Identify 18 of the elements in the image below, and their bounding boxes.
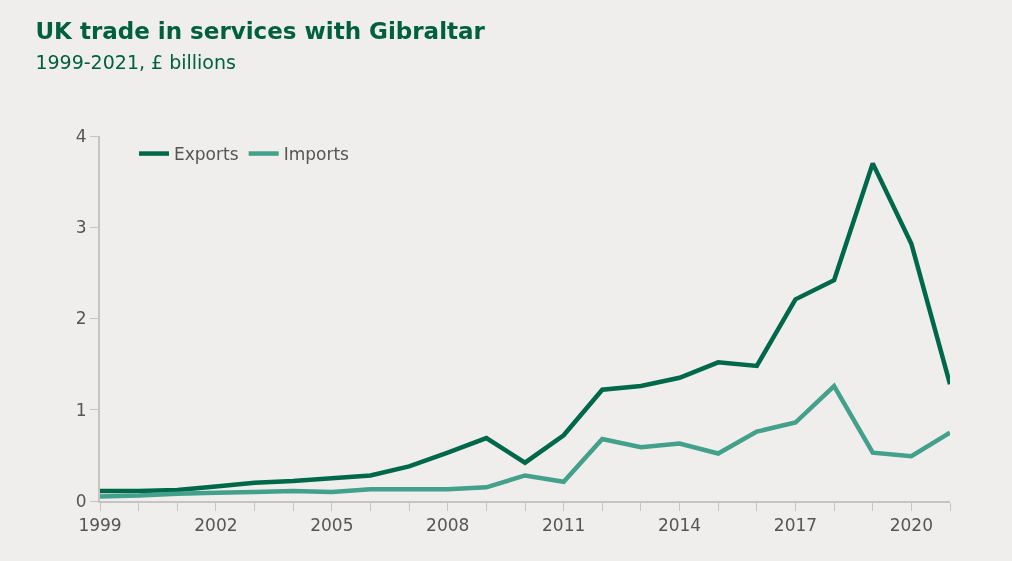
y-tick-label: 0	[75, 490, 87, 511]
y-tick-label: 4	[75, 125, 87, 146]
x-tick-label: 2014	[657, 515, 702, 536]
chart-subtitle: 1999-2021, £ billions	[35, 51, 236, 74]
y-tick-label: 1	[75, 399, 87, 420]
x-tick-label: 2002	[194, 515, 238, 536]
legend-label: Exports	[174, 144, 239, 165]
x-tick-label: 1999	[78, 515, 122, 536]
legend-label: Imports	[283, 144, 350, 165]
x-tick-label: 2008	[426, 515, 470, 536]
x-tick-label: 2005	[310, 515, 354, 536]
x-tick-label: 2017	[773, 515, 818, 536]
x-tick-label: 2020	[889, 515, 933, 536]
y-tick-label: 2	[75, 308, 87, 329]
line-series	[100, 383, 950, 499]
x-tick-label: 2011	[542, 515, 586, 536]
chart-title: UK trade in services with Gibraltar	[35, 18, 486, 45]
y-tick-label: 3	[75, 217, 87, 238]
